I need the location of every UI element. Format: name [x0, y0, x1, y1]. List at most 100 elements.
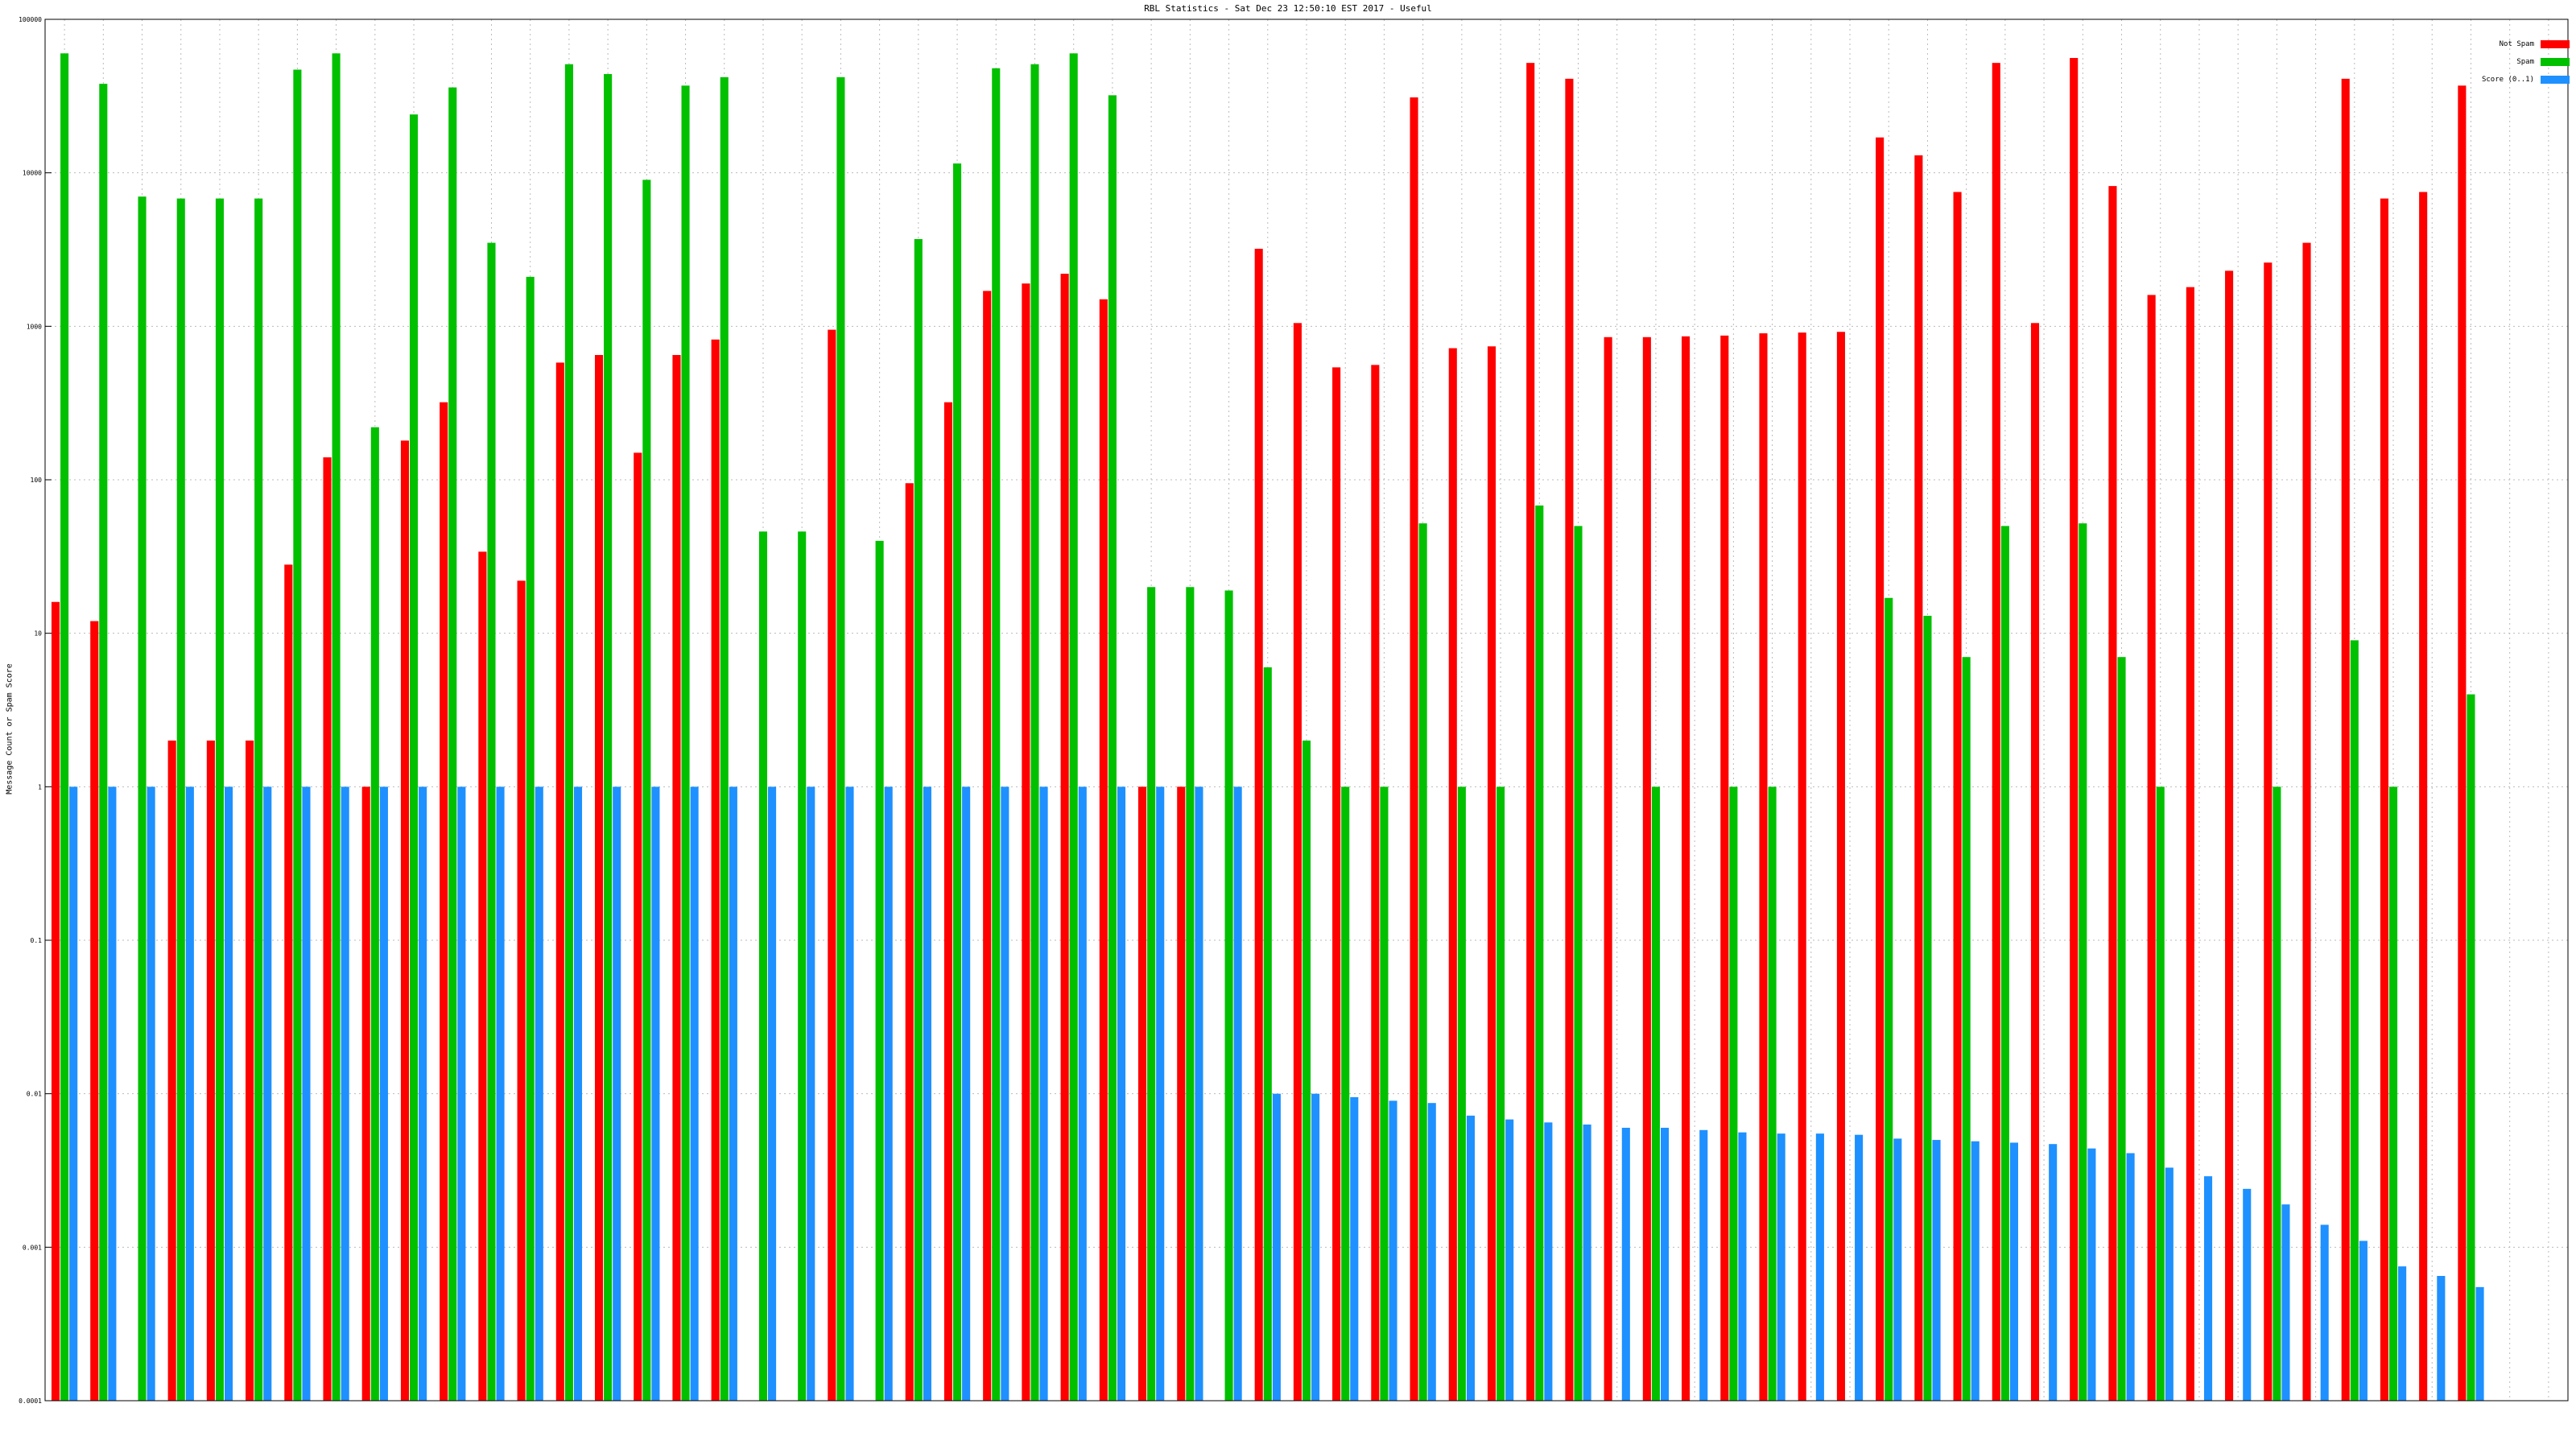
bar — [1039, 786, 1048, 1401]
legend-swatch-not-spam — [2541, 40, 2570, 48]
bar — [400, 440, 410, 1401]
bar — [1738, 1132, 1747, 1401]
bar — [2000, 526, 2009, 1401]
bar — [457, 786, 466, 1401]
bar — [1099, 299, 1108, 1402]
bar — [69, 786, 78, 1401]
bar — [51, 601, 60, 1401]
legend-label-not-spam: Not Spam — [2499, 40, 2534, 48]
bar — [293, 69, 302, 1401]
bar — [1380, 786, 1389, 1401]
bar — [1311, 1093, 1320, 1401]
bar — [2467, 694, 2475, 1401]
bar — [1457, 786, 1466, 1401]
bar — [2264, 262, 2273, 1401]
bar — [1621, 1127, 1630, 1401]
bar — [370, 427, 379, 1401]
y-tick-label: 1000 — [27, 323, 42, 330]
bar — [1224, 590, 1233, 1401]
bar — [2108, 186, 2117, 1401]
bar — [992, 68, 1001, 1402]
bar — [642, 180, 651, 1401]
bar — [1233, 786, 1242, 1401]
bar — [1768, 786, 1777, 1401]
bar — [983, 291, 992, 1401]
bar — [1544, 1122, 1553, 1401]
bar — [2225, 270, 2234, 1401]
bar — [108, 786, 117, 1401]
bar — [1371, 365, 1380, 1402]
legend-label-score: Score (0..1) — [2481, 76, 2534, 84]
bar — [1078, 786, 1087, 1401]
bar — [2070, 58, 2079, 1401]
bar — [1332, 367, 1341, 1401]
bar — [845, 786, 854, 1401]
bar — [2049, 1144, 2058, 1401]
bar — [60, 53, 69, 1401]
bar — [1798, 332, 1806, 1401]
bar — [1389, 1100, 1397, 1401]
bar — [1022, 283, 1030, 1401]
bar — [681, 85, 690, 1401]
bar — [1427, 1103, 1436, 1401]
bar — [147, 786, 155, 1401]
bar — [1293, 323, 1302, 1402]
bar — [1147, 587, 1156, 1401]
bar — [254, 198, 263, 1401]
bar — [1186, 587, 1195, 1401]
bar — [1682, 336, 1690, 1402]
bar — [768, 786, 777, 1401]
bar — [875, 540, 884, 1401]
bar — [1971, 1141, 1979, 1401]
bar — [99, 84, 108, 1402]
bar — [1699, 1129, 1708, 1401]
bar — [1341, 786, 1350, 1401]
bar — [1108, 95, 1117, 1401]
legend-entry-score: Score (0..1) — [2409, 71, 2570, 89]
bar — [1448, 348, 1457, 1401]
legend: Not Spam Spam Score (0..1) — [2409, 35, 2570, 89]
bar — [2117, 657, 2126, 1401]
bar — [1660, 1127, 1670, 1401]
bar — [634, 452, 642, 1401]
bar — [535, 786, 543, 1401]
bar — [914, 238, 923, 1401]
bar — [478, 551, 487, 1402]
bar — [410, 114, 419, 1401]
bar — [943, 402, 953, 1402]
y-tick-label: 0.0001 — [19, 1397, 42, 1405]
bar — [884, 786, 893, 1401]
y-tick-label: 100000 — [19, 16, 42, 23]
bar — [263, 786, 272, 1401]
plot-frame — [44, 19, 2569, 1402]
bar — [246, 740, 254, 1401]
bar — [651, 786, 660, 1401]
bar — [1030, 64, 1039, 1402]
y-tick-label: 10000 — [23, 170, 42, 177]
bar — [419, 786, 427, 1401]
bar — [1195, 786, 1203, 1401]
bar — [836, 76, 845, 1402]
bar — [361, 786, 370, 1401]
bar — [2398, 1266, 2407, 1401]
bar — [167, 740, 176, 1401]
bar — [573, 786, 583, 1401]
bar — [440, 402, 448, 1402]
bar — [1651, 786, 1660, 1401]
bar — [2380, 198, 2388, 1401]
bar — [2156, 786, 2165, 1401]
bar — [176, 198, 185, 1401]
bar — [1836, 332, 1845, 1401]
bar — [2186, 287, 2194, 1401]
bar — [2147, 295, 2156, 1402]
bar — [284, 564, 293, 1402]
bar — [2030, 323, 2040, 1402]
bar — [2302, 242, 2311, 1402]
bar — [1777, 1133, 1785, 1401]
bar — [1893, 1138, 1902, 1401]
bar — [828, 329, 836, 1401]
bar — [1001, 786, 1009, 1401]
bar — [798, 531, 807, 1402]
